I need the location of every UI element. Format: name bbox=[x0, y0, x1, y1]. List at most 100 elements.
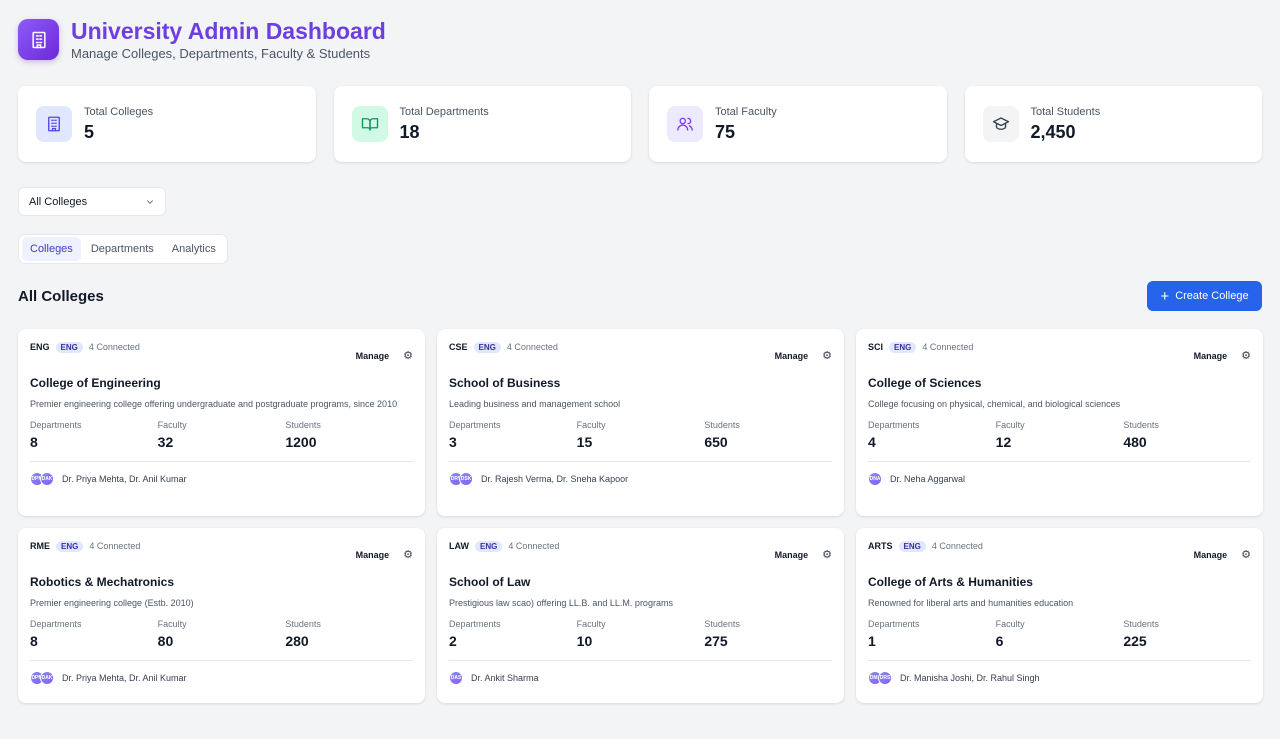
manage-button[interactable]: Manage bbox=[1193, 549, 1228, 560]
manage-button[interactable]: Manage bbox=[774, 350, 809, 361]
divider bbox=[30, 461, 413, 462]
page-header: University Admin Dashboard Manage Colleg… bbox=[18, 18, 386, 61]
divider bbox=[30, 660, 413, 661]
manage-button[interactable]: Manage bbox=[355, 350, 390, 361]
metric-label: Faculty bbox=[995, 420, 1025, 430]
avatar: DRS bbox=[878, 671, 892, 685]
create-college-label: Create College bbox=[1175, 290, 1249, 302]
gear-icon[interactable]: ⚙ bbox=[403, 549, 413, 561]
gear-icon[interactable]: ⚙ bbox=[403, 350, 413, 362]
gear-icon[interactable]: ⚙ bbox=[822, 350, 832, 362]
book-icon bbox=[351, 106, 388, 142]
stat-label: Total Colleges bbox=[84, 105, 154, 118]
college-code: SCI bbox=[868, 342, 884, 352]
departments-count: 3 bbox=[449, 434, 457, 450]
metric-label: Faculty bbox=[576, 619, 606, 629]
college-name: College of Engineering bbox=[30, 376, 161, 390]
divider bbox=[868, 660, 1251, 661]
metric-label: Students bbox=[704, 420, 740, 430]
manage-button[interactable]: Manage bbox=[1193, 350, 1228, 361]
faculty-count: 10 bbox=[576, 633, 593, 649]
college-metrics: Departments 2 Faculty 10 Students 275 bbox=[449, 619, 832, 649]
stat-value: 18 bbox=[399, 121, 420, 142]
head-names: Dr. Manisha Joshi, Dr. Rahul Singh bbox=[900, 673, 1040, 683]
college-code: ARTS bbox=[868, 541, 893, 551]
college-heads: DRV DSK Dr. Rajesh Verma, Dr. Sneha Kapoo… bbox=[449, 472, 832, 486]
gear-icon[interactable]: ⚙ bbox=[822, 549, 832, 561]
connected-count: 4 Connected bbox=[89, 541, 141, 551]
students-count: 1200 bbox=[285, 434, 317, 450]
avatar: DAK bbox=[40, 671, 54, 685]
create-college-button[interactable]: + Create College bbox=[1147, 281, 1262, 311]
college-code: CSE bbox=[449, 342, 468, 352]
college-code: LAW bbox=[449, 541, 469, 551]
users-icon bbox=[667, 106, 703, 142]
building-logo-icon bbox=[18, 19, 59, 60]
metric-label: Departments bbox=[30, 619, 82, 629]
students-count: 650 bbox=[704, 434, 728, 450]
stat-card-faculty: Total Faculty 75 bbox=[649, 86, 947, 162]
plus-icon: + bbox=[1160, 287, 1170, 305]
students-count: 280 bbox=[285, 633, 309, 649]
college-card: CSE ENG 4 Connected Manage ⚙ School of B… bbox=[437, 329, 844, 516]
gear-icon[interactable]: ⚙ bbox=[1241, 549, 1251, 561]
college-name: School of Law bbox=[449, 575, 531, 589]
faculty-count: 15 bbox=[576, 434, 593, 450]
metric-label: Departments bbox=[868, 420, 920, 430]
students-count: 480 bbox=[1123, 434, 1147, 450]
page-title: University Admin Dashboard bbox=[71, 18, 386, 44]
avatar-group: DMJ DRS bbox=[868, 671, 892, 685]
college-badge: ENG bbox=[56, 540, 84, 552]
manage-button[interactable]: Manage bbox=[774, 549, 809, 560]
divider bbox=[449, 660, 832, 661]
departments-count: 2 bbox=[449, 633, 457, 649]
metric-label: Departments bbox=[449, 420, 501, 430]
college-description: Leading business and management school bbox=[449, 399, 621, 409]
avatar-group: DAS bbox=[449, 671, 463, 685]
college-badge: ENG bbox=[55, 341, 83, 353]
manage-button[interactable]: Manage bbox=[355, 549, 390, 560]
tab-departments[interactable]: Departments bbox=[90, 243, 154, 255]
metric-label: Students bbox=[1123, 619, 1159, 629]
tab-colleges[interactable]: Colleges bbox=[22, 237, 81, 261]
college-filter-select[interactable]: All Colleges bbox=[18, 187, 166, 216]
college-card: LAW ENG 4 Connected Manage ⚙ School of L… bbox=[437, 528, 844, 703]
college-heads: DPM DAK Dr. Priya Mehta, Dr. Anil Kumar bbox=[30, 472, 413, 486]
college-description: Prestigious law scao) offering LL.B. and… bbox=[449, 598, 673, 608]
metric-label: Faculty bbox=[157, 420, 187, 430]
college-card: RME ENG 4 Connected Manage ⚙ Robotics & … bbox=[18, 528, 425, 703]
departments-count: 4 bbox=[868, 434, 876, 450]
connected-count: 4 Connected bbox=[508, 541, 560, 551]
college-name: Robotics & Mechatronics bbox=[30, 575, 175, 589]
college-heads: DAS Dr. Ankit Sharma bbox=[449, 671, 832, 685]
avatar: DNA bbox=[868, 472, 882, 486]
college-badge: ENG bbox=[889, 341, 917, 353]
stat-label: Total Departments bbox=[399, 105, 489, 118]
metric-label: Faculty bbox=[995, 619, 1025, 629]
tab-analytics[interactable]: Analytics bbox=[171, 243, 216, 255]
connected-count: 4 Connected bbox=[88, 342, 140, 352]
college-heads: DMJ DRS Dr. Manisha Joshi, Dr. Rahul Sing… bbox=[868, 671, 1251, 685]
building-icon bbox=[36, 106, 72, 142]
college-name: College of Sciences bbox=[868, 376, 982, 390]
connected-count: 4 Connected bbox=[931, 541, 983, 551]
divider bbox=[449, 461, 832, 462]
college-metrics: Departments 3 Faculty 15 Students 650 bbox=[449, 420, 832, 450]
metric-label: Departments bbox=[449, 619, 501, 629]
college-description: Premier engineering college (Estb. 2010) bbox=[30, 598, 194, 608]
college-description: Renowned for liberal arts and humanities… bbox=[868, 598, 1074, 608]
departments-count: 8 bbox=[30, 434, 38, 450]
faculty-count: 12 bbox=[995, 434, 1012, 450]
college-description: College focusing on physical, chemical, … bbox=[868, 399, 1121, 409]
college-badge: ENG bbox=[473, 341, 501, 353]
avatar-group: DRV DSK bbox=[449, 472, 473, 486]
graduation-cap-icon bbox=[982, 106, 1019, 142]
avatar: DSK bbox=[459, 472, 473, 486]
gear-icon[interactable]: ⚙ bbox=[1241, 350, 1251, 362]
college-filter-value: All Colleges bbox=[29, 195, 88, 208]
departments-count: 1 bbox=[868, 633, 876, 649]
metric-label: Students bbox=[285, 420, 321, 430]
head-names: Dr. Priya Mehta, Dr. Anil Kumar bbox=[62, 673, 187, 683]
college-code: ENG bbox=[30, 342, 50, 352]
head-names: Dr. Ankit Sharma bbox=[471, 673, 539, 683]
